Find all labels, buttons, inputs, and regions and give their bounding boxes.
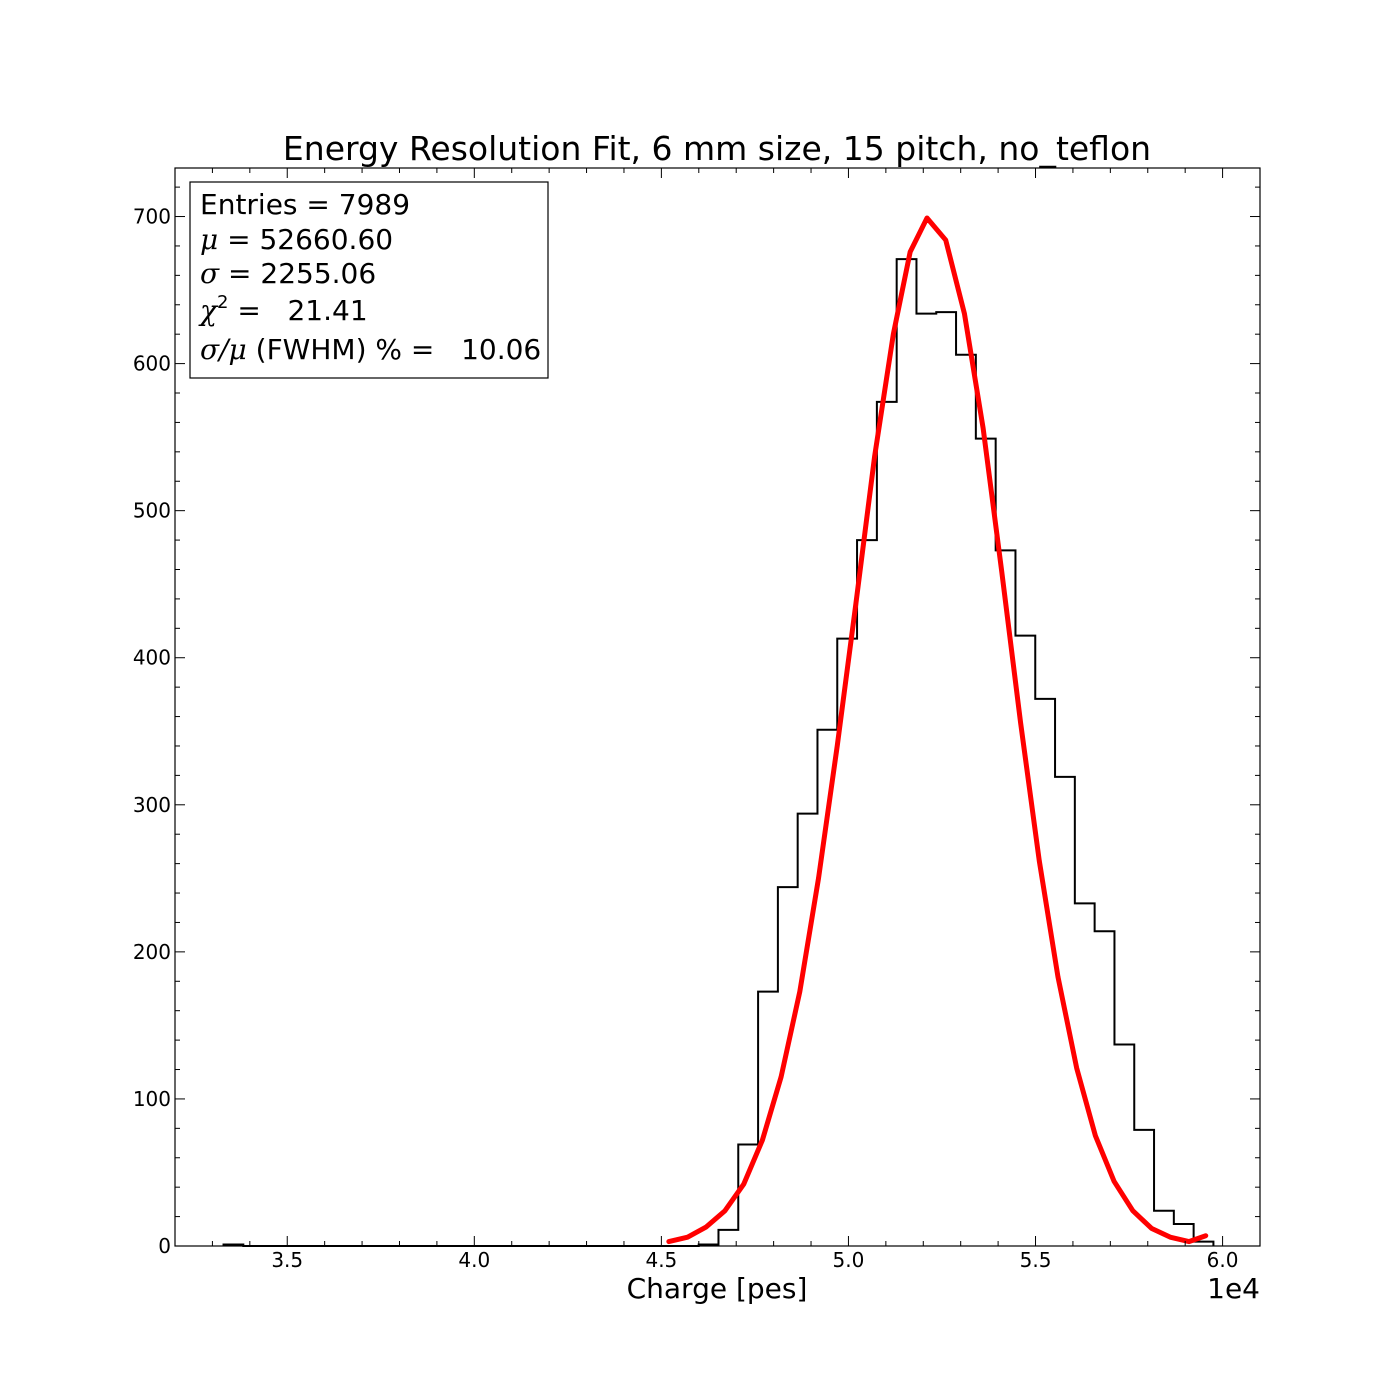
- histogram-series: [222, 258, 1215, 1247]
- x-tick-label: 4.5: [645, 1248, 677, 1272]
- histogram-bin: [897, 259, 917, 1246]
- y-tick-label: 100: [133, 1087, 171, 1111]
- stats-line: μ = 52660.60: [200, 223, 393, 256]
- y-tick-label: 500: [133, 499, 171, 523]
- stats-line: σ = 2255.06: [200, 257, 376, 290]
- axes-frame: [174, 167, 1261, 1247]
- y-tick-label: 200: [133, 940, 171, 964]
- y-tick-label: 300: [133, 793, 171, 817]
- stats-line: χ2 = 21.41: [198, 292, 368, 327]
- y-tick-label: 0: [158, 1234, 171, 1258]
- histogram-bin: [1095, 931, 1115, 1246]
- stats-box-frame: [189, 181, 549, 379]
- x-tick-label: 5.0: [833, 1248, 865, 1272]
- histogram-bin: [1035, 699, 1055, 1246]
- stats-line: Entries = 7989: [200, 188, 410, 221]
- y-tick-label: 400: [133, 646, 171, 670]
- x-axis-label: Charge [pes]: [627, 1272, 808, 1305]
- histogram-bin: [956, 355, 976, 1246]
- histogram-bin: [976, 439, 996, 1246]
- histogram-bin: [1015, 636, 1035, 1246]
- histogram-bin: [936, 312, 956, 1246]
- histogram-bin: [916, 314, 936, 1246]
- histogram-bin: [1114, 1045, 1134, 1246]
- x-tick-label: 4.0: [458, 1248, 490, 1272]
- y-tick-label: 700: [133, 205, 171, 229]
- x-axis: 3.5 4.0 4.5 5.0 5.5 6.0: [174, 168, 1261, 1272]
- chart-title: Energy Resolution Fit, 6 mm size, 15 pit…: [283, 129, 1151, 168]
- x-tick-label: 5.5: [1020, 1248, 1052, 1272]
- histogram-bin: [718, 1230, 738, 1246]
- y-axis: 0 100 200 300 400 500 600 700: [133, 186, 1260, 1258]
- histogram-bin: [877, 402, 897, 1246]
- stats-line: σ/μ (FWHM) % = 10.06: [200, 333, 541, 366]
- histogram-bin: [798, 814, 818, 1246]
- fit-curve: [666, 215, 1209, 1245]
- x-axis-offset-label: 1e4: [1207, 1272, 1260, 1305]
- y-tick-label: 600: [133, 352, 171, 376]
- x-tick-label: 3.5: [271, 1248, 303, 1272]
- x-tick-label: 6.0: [1207, 1248, 1239, 1272]
- histogram-bin: [857, 540, 877, 1246]
